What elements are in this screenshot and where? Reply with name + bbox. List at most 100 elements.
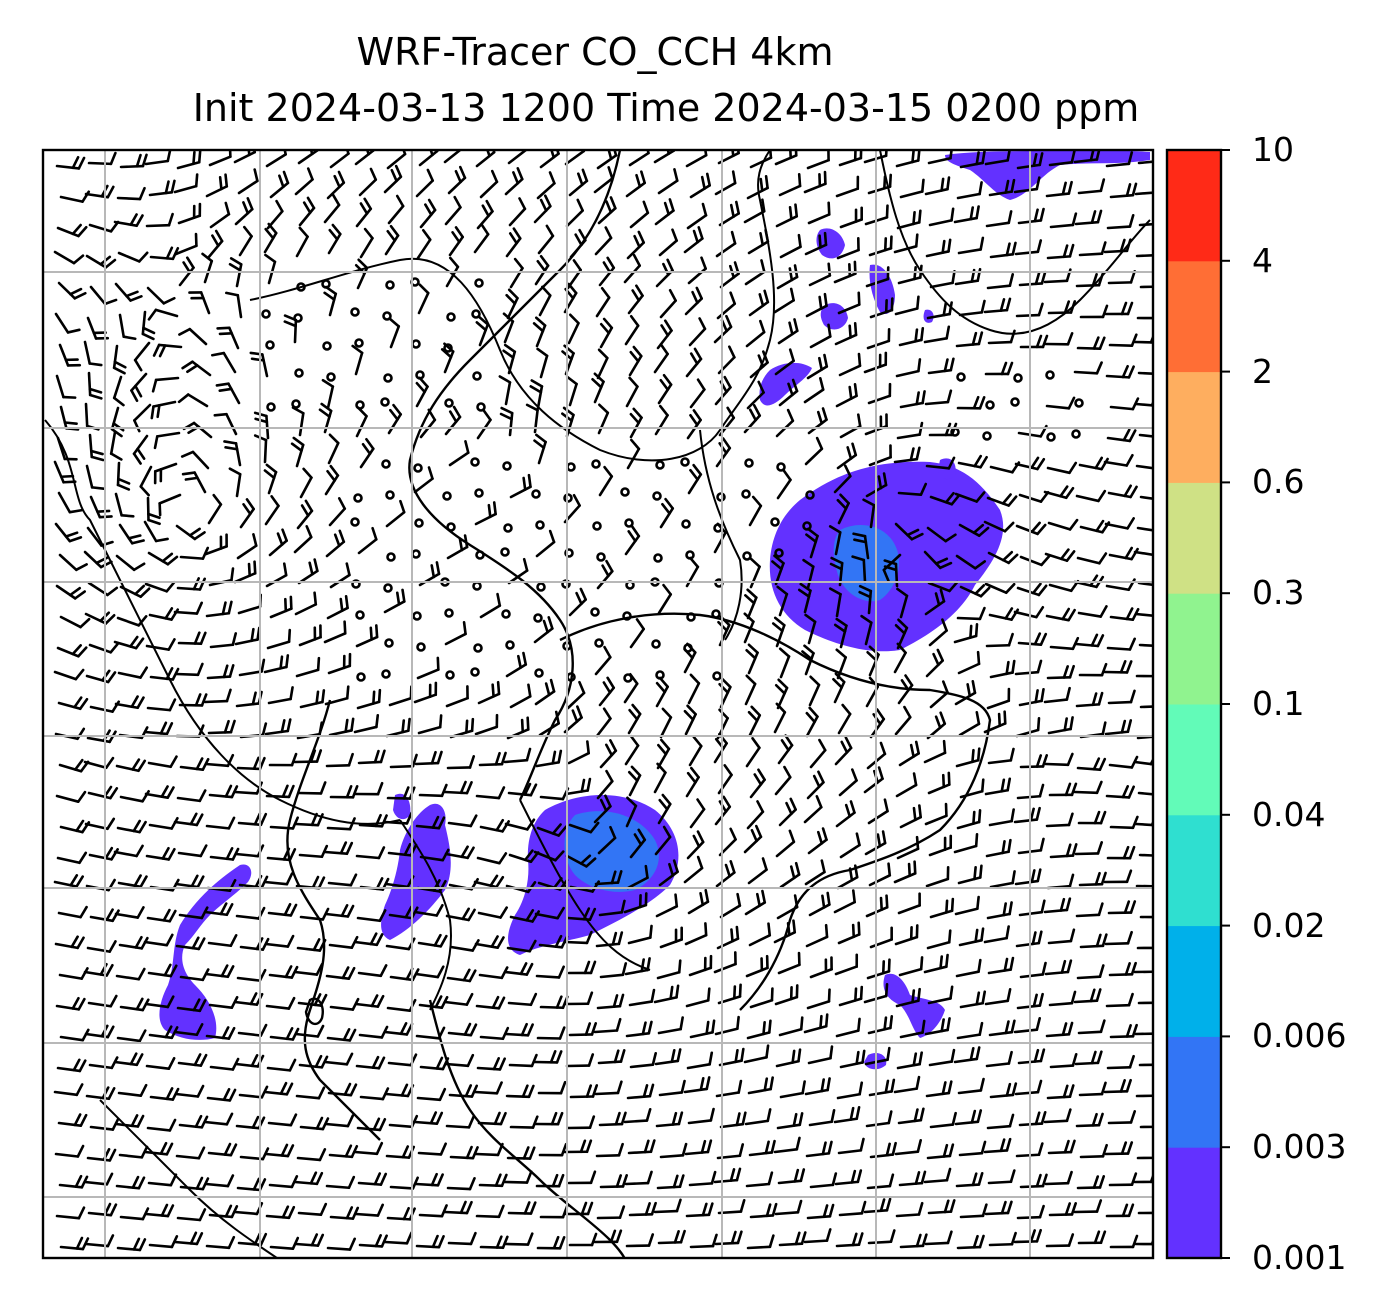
wind-barb-flag	[802, 558, 815, 568]
wind-barb-flag	[975, 491, 986, 503]
wind-barb-flag	[920, 1170, 927, 1185]
wind-barb	[1135, 464, 1153, 470]
wind-barb-flag	[373, 1172, 382, 1186]
wind-barb-flag	[130, 539, 145, 545]
wind-barb-flag	[941, 1081, 947, 1096]
wind-barb-flag	[458, 537, 464, 552]
wind-barb-flag	[975, 1046, 981, 1061]
wind-barb	[118, 313, 126, 338]
wind-barb	[988, 819, 1013, 827]
wind-barb-flag	[1067, 608, 1076, 622]
wind-barb-flag	[606, 256, 616, 270]
wind-barb	[985, 643, 1011, 648]
wind-barb	[533, 627, 554, 644]
colorbar-bin-3	[1167, 814, 1221, 927]
wind-barb	[416, 1096, 442, 1102]
wind-barb-flag	[430, 1172, 438, 1187]
wind-barb-flag	[132, 562, 146, 572]
wind-barb-flag	[979, 1077, 985, 1092]
wind-barb-flag	[165, 580, 176, 593]
wind-barb	[895, 783, 918, 798]
wind-barb-flag	[1041, 961, 1047, 976]
wind-barb-flag	[161, 846, 170, 860]
wind-barb-flag	[433, 933, 442, 947]
wind-barb	[58, 343, 70, 367]
wind-barb	[1134, 822, 1153, 827]
wind-barb-flag	[705, 1076, 711, 1091]
wind-barb-flag	[849, 1106, 855, 1121]
wind-barb	[84, 402, 89, 428]
wind-barb-flag	[879, 741, 887, 756]
wind-barb-flag	[771, 560, 783, 571]
wind-barb-flag	[615, 1017, 622, 1032]
wind-barb-flag	[224, 173, 229, 188]
wind-barb-flag	[534, 316, 547, 327]
wind-barb	[896, 221, 921, 230]
wind-barb-flag	[950, 207, 955, 222]
wind-barb	[1076, 1186, 1102, 1190]
wind-barb-flag	[443, 342, 455, 353]
wind-barb	[474, 942, 499, 949]
calm-wind-marker	[381, 669, 391, 679]
wind-barb	[415, 179, 435, 198]
wind-barb	[112, 344, 119, 370]
wind-barb	[773, 711, 787, 734]
wind-barb-flag	[918, 804, 922, 819]
wind-barb-flag	[803, 644, 815, 655]
wind-barb-flag	[745, 648, 757, 660]
wind-barb	[383, 1030, 409, 1036]
plume-west-3	[159, 864, 252, 1040]
calm-wind-marker	[351, 579, 361, 589]
wind-barb-flag	[999, 1138, 1006, 1153]
wind-barb	[1048, 583, 1073, 593]
wind-barb	[1136, 526, 1153, 532]
wind-barb-flag	[637, 828, 647, 842]
wind-barb	[144, 1002, 170, 1009]
wind-barb	[87, 161, 113, 166]
wind-barb	[624, 324, 640, 346]
wind-barb	[234, 638, 259, 646]
calm-wind-marker	[474, 278, 484, 288]
wind-barb-flag	[1125, 453, 1134, 467]
wind-barb-flag	[78, 697, 89, 711]
wind-barb	[118, 523, 134, 545]
wind-barb-flag	[751, 495, 763, 508]
calm-wind-marker	[1071, 429, 1081, 439]
wind-barb	[989, 465, 1014, 474]
wind-barb	[953, 844, 978, 854]
wind-barb-flag	[226, 753, 235, 768]
wind-barb-flag	[390, 168, 398, 183]
wind-barb	[749, 778, 766, 799]
wind-barb-flag	[527, 473, 532, 489]
wind-barb-flag	[130, 389, 139, 403]
wind-barb-flag	[912, 210, 916, 226]
wind-barb	[659, 716, 673, 739]
wind-barb	[956, 1033, 982, 1040]
wind-barb	[327, 664, 352, 675]
wind-barb-flag	[345, 784, 353, 799]
wind-barb	[1109, 825, 1135, 830]
wind-barb	[628, 151, 650, 167]
wind-barb-flag	[225, 1112, 234, 1126]
wind-barb	[599, 973, 625, 979]
wind-barb-flag	[607, 166, 614, 180]
wind-barb	[1078, 463, 1103, 471]
wind-barb	[478, 762, 504, 767]
wind-barb-flag	[165, 933, 174, 947]
wind-barb-flag	[218, 332, 233, 336]
wind-barb	[1137, 791, 1153, 796]
wind-barb	[154, 376, 180, 382]
wind-barb-flag	[1099, 810, 1107, 825]
wind-barb-flag	[1098, 757, 1107, 772]
wind-barb	[924, 187, 949, 196]
wind-barb-flag	[1037, 584, 1048, 597]
wind-barb-flag	[1061, 607, 1071, 621]
wind-barb	[174, 882, 200, 889]
wind-barb	[88, 853, 113, 861]
wind-barb-flag	[1130, 961, 1137, 976]
wind-barb-flag	[1067, 180, 1073, 195]
wind-barb-flag	[139, 587, 151, 599]
wind-barb	[269, 1245, 295, 1250]
wind-barb	[1109, 405, 1135, 411]
wind-barb-flag	[105, 1172, 114, 1186]
